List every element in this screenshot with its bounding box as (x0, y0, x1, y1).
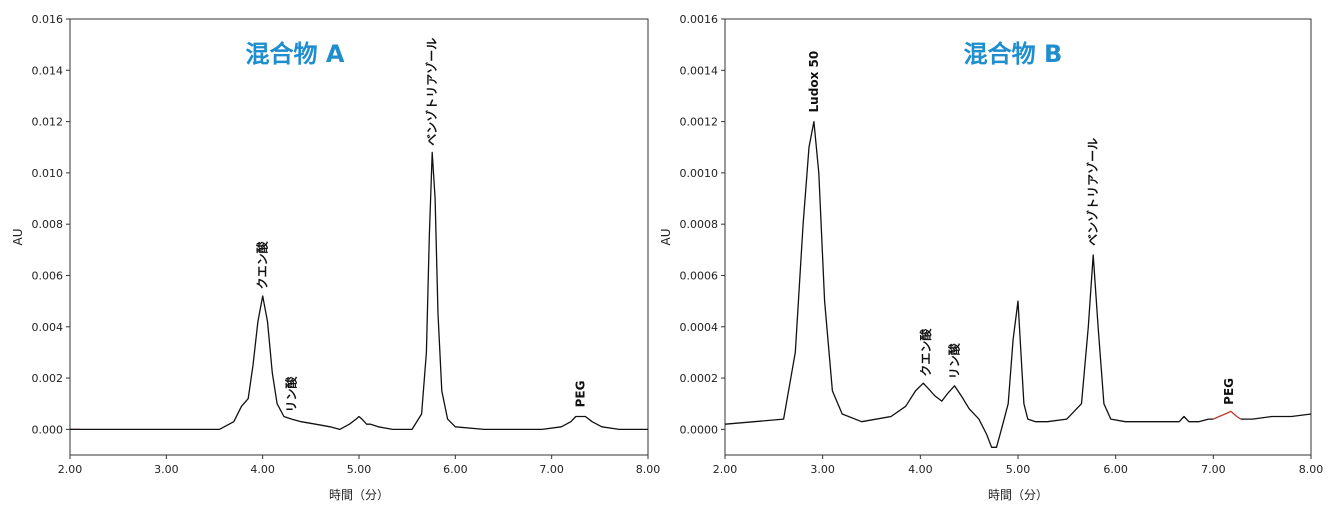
peg-trace-segment (1213, 410, 1242, 420)
y-tick-label: 0.0002 (680, 372, 719, 385)
x-tick-label: 2.00 (58, 463, 83, 476)
y-tick-label: 0.016 (32, 13, 64, 26)
chart-title: 混合物 B (964, 40, 1063, 68)
peak-label: ベンゾトリアゾール (1085, 138, 1100, 246)
chromatogram-trace (1240, 413, 1312, 420)
peak-label: Ludox 50 (807, 51, 821, 113)
plot-frame (69, 18, 649, 456)
peak-label: リン酸 (947, 342, 962, 379)
x-tick-label: 3.00 (810, 463, 835, 476)
x-tick-label: 6.00 (443, 463, 468, 476)
peak-label: PEG (1222, 378, 1236, 405)
y-tick-label: 0.0004 (680, 321, 719, 334)
peak-label: クエン酸 (255, 240, 270, 289)
x-tick-label: 7.00 (539, 463, 564, 476)
peak-label: リン酸 (284, 376, 299, 413)
y-tick-label: 0.0012 (680, 116, 719, 129)
y-tick-label: 0.006 (32, 269, 64, 282)
x-tick-label: 6.00 (1103, 463, 1128, 476)
peak-label: PEG (574, 381, 588, 408)
y-tick-label: 0.004 (32, 321, 64, 334)
y-tick-label: 0.0014 (680, 64, 719, 77)
x-tick-label: 4.00 (250, 463, 275, 476)
x-tick-label: 5.00 (1006, 463, 1031, 476)
y-tick-label: 0.002 (32, 372, 64, 385)
y-axis-title: AU (11, 229, 25, 246)
y-tick-label: 0.0008 (680, 218, 719, 231)
peak-label: ベンゾトリアゾール (424, 38, 439, 146)
x-tick-label: 3.00 (154, 463, 179, 476)
peak-label: クエン酸 (918, 328, 933, 377)
x-tick-label: 8.00 (1299, 463, 1324, 476)
x-tick-label: 2.00 (713, 463, 738, 476)
x-tick-label: 8.00 (636, 463, 661, 476)
y-tick-label: 0.008 (32, 218, 64, 231)
y-tick-label: 0.0016 (680, 13, 719, 26)
chart-title: 混合物 A (246, 40, 345, 68)
y-tick-label: 0.010 (32, 167, 64, 180)
y-axis-title: AU (659, 229, 673, 246)
x-axis-title: 時間（分） (988, 488, 1048, 502)
y-tick-label: 0.0010 (680, 167, 719, 180)
y-tick-label: 0.014 (32, 64, 64, 77)
y-tick-label: 0.0000 (680, 423, 719, 436)
chromatogram-trace (70, 151, 648, 431)
y-tick-label: 0.000 (32, 423, 64, 436)
chromatogram-trace (724, 120, 1214, 448)
panel-mixture-b: 0.0000 0.0002 0.0004 0.0006 0.0008 0.0010 0.00… (659, 13, 1323, 502)
x-axis-title: 時間（分） (329, 488, 389, 502)
x-tick-label: 5.00 (347, 463, 372, 476)
y-tick-label: 0.0006 (680, 269, 719, 282)
x-tick-label: 4.00 (908, 463, 933, 476)
x-tick-label: 7.00 (1201, 463, 1226, 476)
y-tick-label: 0.012 (32, 116, 64, 129)
panel-mixture-a: 0.000 0.002 0.004 0.006 0.008 0.010 0.012 0.014… (11, 13, 660, 502)
